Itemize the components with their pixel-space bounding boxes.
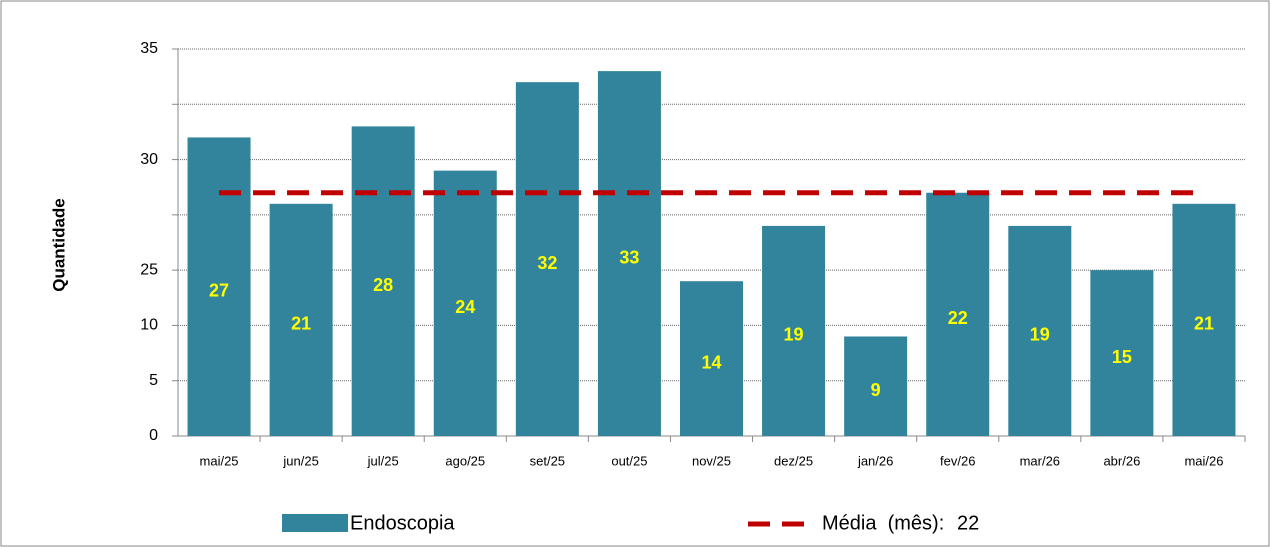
x-tick-label: set/25 (530, 453, 565, 468)
value-label: 9 (871, 380, 881, 400)
bar (926, 192, 990, 436)
x-tick-label: jul/25 (367, 453, 399, 468)
x-tick-label: jan/26 (857, 453, 893, 468)
value-label: 19 (1030, 325, 1050, 345)
bar (269, 203, 333, 436)
value-label: 28 (373, 275, 393, 295)
bar (351, 126, 415, 437)
y-axis-label: Quantidade (49, 198, 68, 292)
x-tick-label: nov/25 (692, 453, 731, 468)
y-tick-label: 30 (140, 151, 158, 168)
value-label: 32 (537, 253, 557, 273)
bar (515, 82, 579, 437)
y-tick-label: 5 (149, 372, 158, 389)
value-label: 24 (455, 297, 475, 317)
y-tick-label: 0 (149, 427, 158, 444)
bar (1090, 270, 1154, 436)
y-tick-label: 10 (140, 317, 158, 334)
value-label: 15 (1112, 347, 1132, 367)
x-tick-label: ago/25 (445, 453, 485, 468)
bar (1008, 225, 1072, 436)
value-label: 27 (209, 280, 229, 300)
bar (433, 170, 497, 436)
value-label: 14 (701, 352, 721, 372)
x-tick-label: mai/25 (200, 453, 239, 468)
x-tick-label: mai/26 (1184, 453, 1223, 468)
value-label: 21 (1194, 314, 1214, 334)
x-tick-label: out/25 (611, 453, 647, 468)
bar (597, 71, 661, 436)
x-tick-label: abr/26 (1103, 453, 1140, 468)
x-tick-label: mar/26 (1020, 453, 1060, 468)
bar (187, 137, 251, 436)
bar (844, 336, 908, 436)
legend-value: 22 (957, 512, 979, 534)
y-tick-label: 25 (140, 261, 158, 278)
value-label: 21 (291, 314, 311, 334)
value-label: 19 (784, 325, 804, 345)
value-label: 33 (619, 247, 639, 267)
legend-label: Média (mês): (822, 512, 944, 534)
x-tick-label: fev/26 (940, 453, 975, 468)
bar (680, 281, 743, 436)
x-tick-label: jun/25 (282, 453, 318, 468)
y-tick-label: 35 (140, 40, 158, 57)
bar (762, 225, 826, 436)
legend-swatch (282, 514, 348, 532)
value-label: 22 (948, 308, 968, 328)
x-tick-label: dez/25 (774, 453, 813, 468)
legend-label: Endoscopia (350, 512, 455, 534)
bar (1172, 203, 1236, 436)
